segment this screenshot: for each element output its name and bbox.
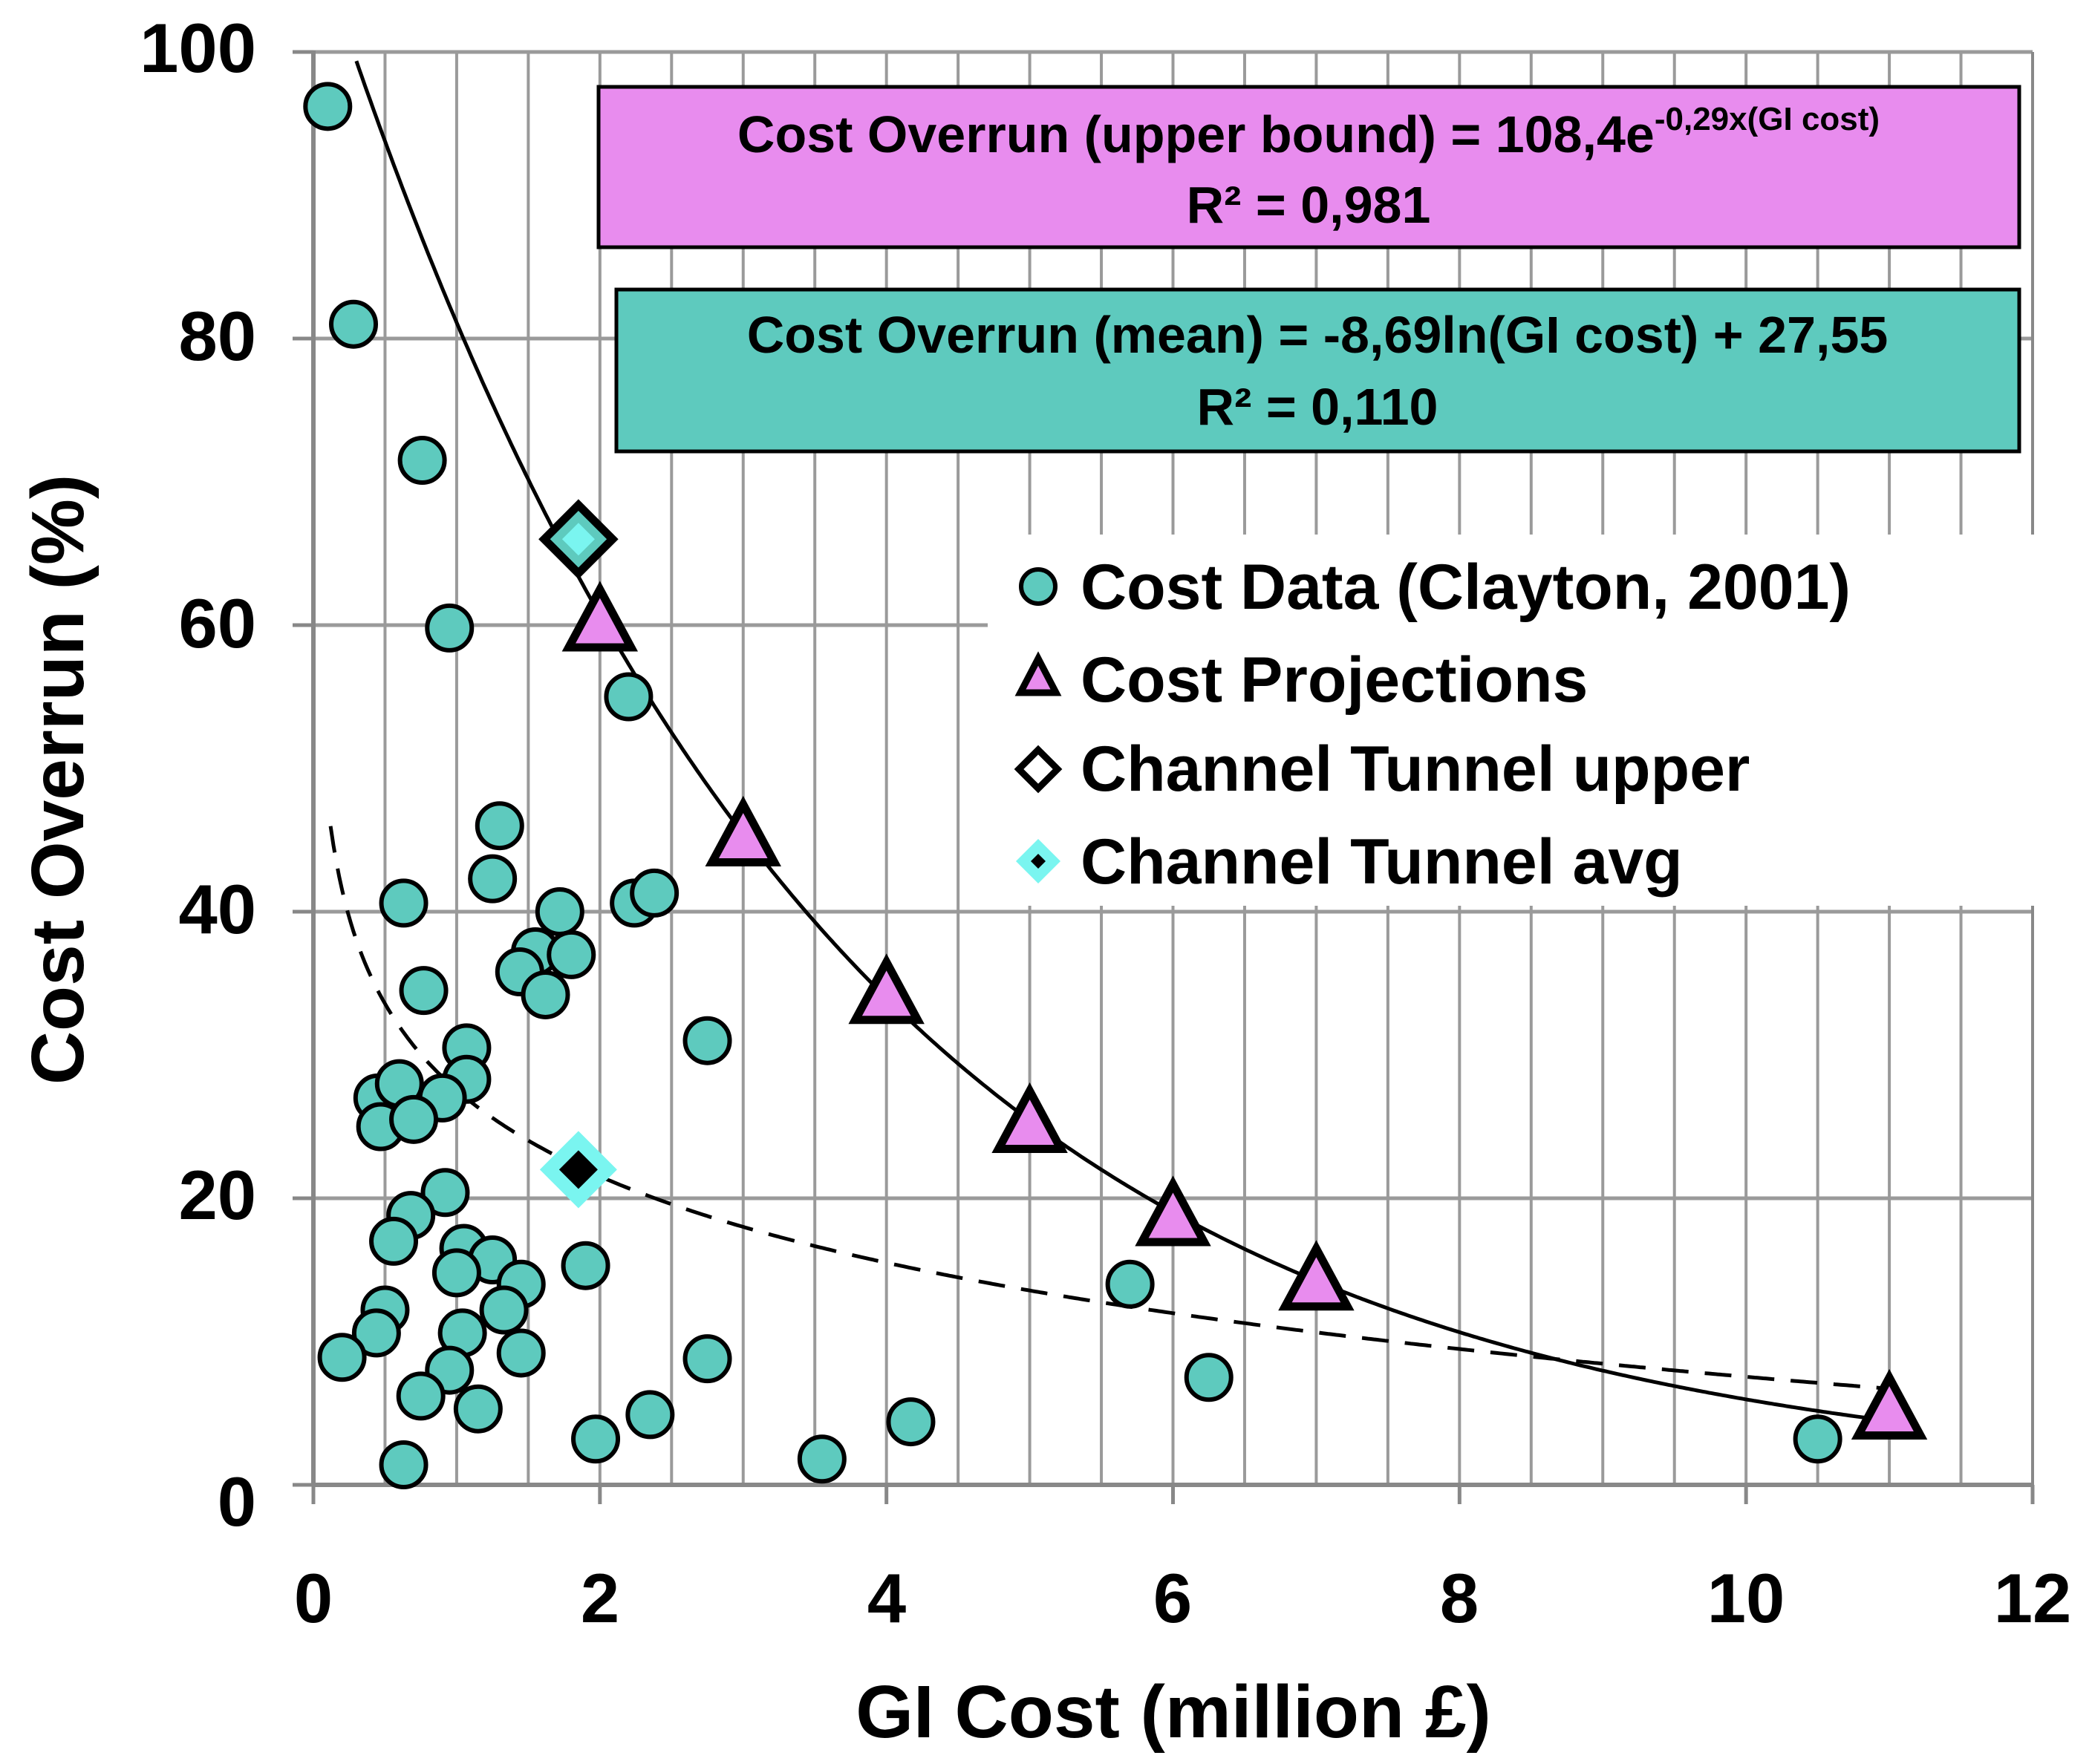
cost-data-point [521, 970, 570, 1019]
x-tick-labels: 0 2 4 6 8 10 12 [294, 1559, 2071, 1637]
cost-data-point [1105, 1259, 1155, 1309]
channel-tunnel-upper-point [558, 1150, 598, 1189]
cost-projection-point [561, 581, 639, 652]
cost-data-point [453, 1384, 503, 1434]
cost-projection-point [1851, 1368, 1928, 1440]
cost-data-point [479, 1285, 529, 1335]
y-tick-label: 100 [140, 9, 256, 87]
mean-r2: R² = 0,110 [1197, 378, 1438, 436]
cost-data-point [682, 1016, 732, 1065]
cost-data-point [317, 1333, 367, 1382]
y-tick-label: 20 [178, 1156, 256, 1234]
cost-data-point [496, 1328, 546, 1378]
cost-data-point [625, 1390, 675, 1440]
upper-bound-equation: Cost Overrun (upper bound) = 108,4e-0,29… [737, 101, 1880, 163]
cost-data-point [431, 1248, 481, 1298]
legend-label: Channel Tunnel upper [1081, 734, 1750, 805]
cost-data-point [561, 1241, 610, 1290]
cost-data-point [630, 868, 680, 918]
cost-projection-point [1135, 1175, 1211, 1247]
cost-data-point [682, 1334, 732, 1384]
cost-data-point [329, 299, 379, 349]
cost-data-point [425, 603, 475, 653]
upper-bound-equation-box: Cost Overrun (upper bound) = 108,4e-0,29… [596, 85, 2021, 249]
y-tick-label: 40 [178, 870, 256, 948]
cost-data-point [396, 1371, 446, 1421]
legend-triangle-marker [1014, 651, 1062, 696]
cost-projection-point [705, 795, 781, 866]
cost-data-point [547, 930, 596, 979]
y-axis-title: Cost Overrun (%) [16, 474, 100, 1085]
legend-label: Channel Tunnel avg [1081, 826, 1683, 898]
cost-data-point [303, 82, 353, 131]
cost-data-point [379, 1440, 428, 1489]
legend-label: Cost Data (Clayton, 2001) [1081, 552, 1851, 623]
cost-data-point [420, 1168, 470, 1218]
x-tick-label: 2 [581, 1559, 619, 1637]
cost-data-point [389, 1094, 439, 1144]
mean-equation: Cost Overrun (mean) = -8,69ln(GI cost) +… [747, 306, 1889, 364]
x-axis-title: GI Cost (million £) [856, 1670, 1491, 1754]
cost-data-point [604, 672, 654, 722]
cost-data-point [369, 1216, 419, 1266]
legend-label: Cost Projections [1081, 644, 1588, 716]
cost-data-point [379, 878, 428, 928]
x-tick-label: 0 [294, 1559, 333, 1637]
cost-data-point [1184, 1353, 1234, 1402]
y-tick-label: 60 [178, 584, 256, 662]
x-tick-label: 4 [867, 1559, 906, 1637]
legend-bg [988, 535, 2035, 906]
cost-data-point [475, 801, 524, 851]
cost-data-point [351, 1308, 401, 1358]
legend-circle-marker [1019, 567, 1058, 606]
x-tick-label: 12 [1994, 1559, 2072, 1637]
mean-equation-box: Cost Overrun (mean) = -8,69ln(GI cost) +… [614, 287, 2021, 454]
cost-data-point [797, 1434, 847, 1484]
cost-data-point [571, 1414, 621, 1464]
x-tick-label: 10 [1707, 1559, 1785, 1637]
legend-diamond-avg-inner [1031, 854, 1046, 869]
cost-data-point [1793, 1414, 1842, 1464]
y-tick-label: 80 [178, 297, 256, 375]
cost-projection-point [1278, 1240, 1355, 1311]
x-tick-label: 8 [1440, 1559, 1479, 1637]
cost-projection-point [991, 1082, 1068, 1153]
cost-data-point [535, 887, 584, 936]
legend: Cost Data (Clayton, 2001) Cost Projectio… [988, 535, 2035, 906]
mean-box-bg [614, 287, 2021, 454]
legend-diamond-upper-marker [1014, 745, 1063, 794]
upper-bound-r2: R² = 0,981 [1187, 176, 1431, 234]
cost-data-point [886, 1397, 936, 1447]
channel-tunnel-avg-point [561, 523, 595, 556]
cost-data-point [399, 966, 449, 1016]
cost-data-point [397, 436, 447, 486]
x-tick-label: 6 [1153, 1559, 1192, 1637]
upper-bound-box-bg [596, 85, 2021, 249]
data-markers [303, 82, 1928, 1489]
cost-projection-point [848, 953, 925, 1025]
y-tick-label: 0 [218, 1463, 256, 1541]
y-tick-labels: 0 20 40 60 80 100 [140, 9, 256, 1541]
cost-data-point [468, 854, 518, 904]
